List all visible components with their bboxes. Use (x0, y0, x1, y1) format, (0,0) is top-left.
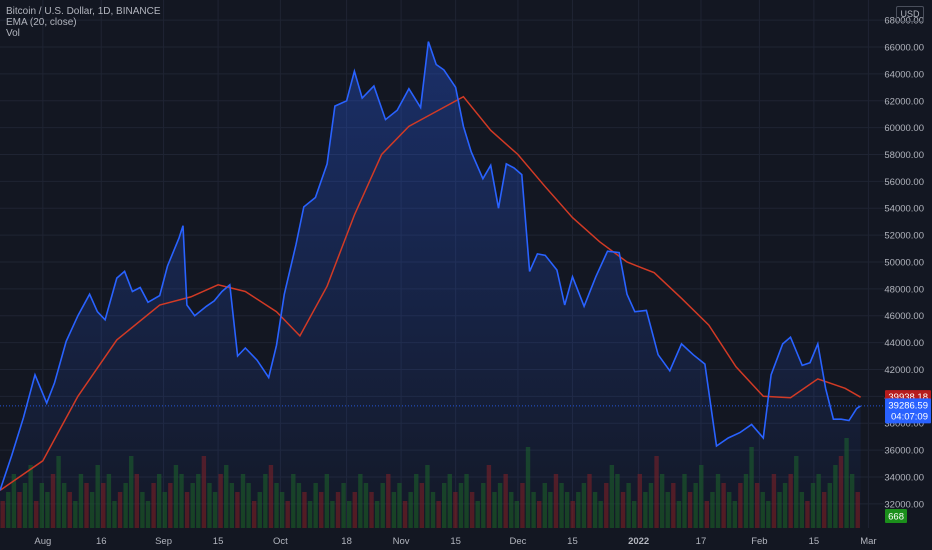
y-tick-label: 62000.00 (884, 96, 924, 107)
x-tick-label: 15 (450, 536, 461, 547)
x-tick-label: Dec (509, 536, 526, 547)
y-tick-label: 66000.00 (884, 43, 924, 54)
y-tick-label: 44000.00 (884, 338, 924, 349)
last-price-tag-text: 39286.59 (888, 400, 928, 411)
y-tick-label: 52000.00 (884, 231, 924, 242)
x-tick-label: 15 (809, 536, 820, 547)
x-tick-label: Sep (155, 536, 172, 547)
y-tick-label: 38000.00 (884, 419, 924, 430)
vol-legend[interactable]: Vol (6, 28, 20, 39)
y-tick-label: 32000.00 (884, 499, 924, 510)
y-tick-label: 58000.00 (884, 150, 924, 161)
y-tick-label: 64000.00 (884, 69, 924, 80)
volume-tag-text: 668 (888, 512, 904, 523)
chart-legend: Bitcoin / U.S. Dollar, 1D, BINANCE EMA (… (6, 6, 161, 39)
ema-legend[interactable]: EMA (20, close) (6, 17, 77, 28)
x-tick-label: 15 (213, 536, 224, 547)
x-tick-label: Aug (34, 536, 51, 547)
x-tick-label: 16 (96, 536, 107, 547)
x-tick-label: Mar (860, 536, 876, 547)
x-tick-label: 17 (696, 536, 707, 547)
time-axis[interactable]: Aug 16 Sep 15 Oct 18 Nov 15 Dec 15 2022 17 Feb 15 Mar (34, 536, 876, 547)
y-tick-label: 46000.00 (884, 311, 924, 322)
x-tick-label: 15 (567, 536, 578, 547)
last-price-tag (885, 398, 931, 424)
price-line (0, 41, 862, 491)
x-tick-label: 2022 (628, 536, 649, 547)
x-tick-label: Nov (393, 536, 410, 547)
x-tick-label: 18 (341, 536, 352, 547)
y-tick-label: 42000.00 (884, 365, 924, 376)
y-tick-label: 60000.00 (884, 123, 924, 134)
y-tick-label: 56000.00 (884, 177, 924, 188)
price-axis[interactable]: 32000.0034000.0036000.0038000.0040000.00… (884, 16, 924, 511)
y-tick-label: 54000.00 (884, 204, 924, 215)
volume-tag (885, 509, 907, 523)
y-tick-label: 36000.00 (884, 446, 924, 457)
y-tick-label: 48000.00 (884, 284, 924, 295)
y-tick-label: 50000.00 (884, 257, 924, 268)
x-tick-label: Feb (751, 536, 767, 547)
ema-line (0, 95, 861, 492)
x-tick-label: Oct (273, 536, 288, 547)
symbol-title[interactable]: Bitcoin / U.S. Dollar, 1D, BINANCE (6, 6, 161, 17)
ema-price-tag-text: 39938.18 (888, 392, 928, 403)
last-price-tag-text: 04:07:09 (891, 411, 928, 422)
currency-button[interactable]: USD (896, 6, 924, 22)
y-tick-label: 34000.00 (884, 472, 924, 483)
